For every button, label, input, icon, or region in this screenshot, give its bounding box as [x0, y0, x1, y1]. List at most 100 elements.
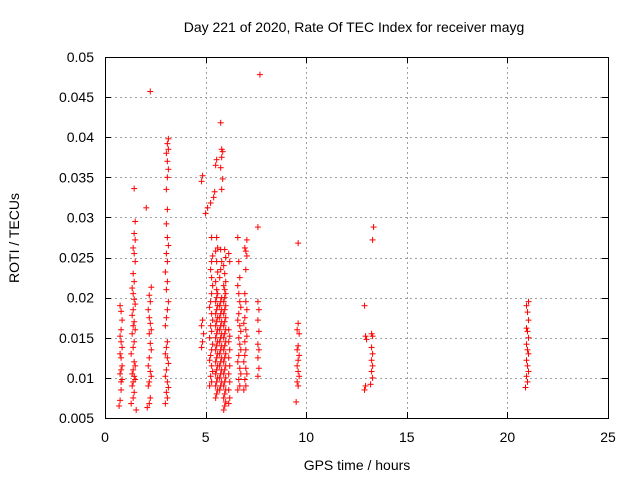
data-point — [222, 290, 229, 297]
data-point — [216, 314, 223, 321]
data-point — [199, 317, 206, 324]
data-point — [222, 302, 229, 309]
data-point — [368, 344, 375, 351]
data-point — [117, 302, 124, 309]
data-point — [163, 286, 170, 293]
data-point — [145, 382, 152, 389]
data-point — [214, 268, 221, 275]
data-point — [212, 394, 219, 401]
data-point — [208, 258, 215, 265]
data-point — [163, 314, 170, 321]
grid — [105, 57, 608, 418]
data-point — [213, 294, 220, 301]
data-point — [226, 346, 233, 353]
data-point — [147, 298, 154, 305]
data-point — [362, 333, 369, 340]
data-point — [146, 330, 153, 337]
data-point — [255, 306, 262, 313]
data-point — [164, 354, 171, 361]
data-point — [236, 298, 243, 305]
data-point — [240, 358, 247, 365]
data-point — [295, 357, 302, 364]
data-point — [217, 164, 224, 171]
data-point — [117, 350, 124, 357]
data-point — [242, 326, 249, 333]
data-point — [218, 154, 225, 161]
data-point — [131, 338, 138, 345]
data-point — [132, 218, 139, 225]
data-point — [220, 358, 227, 365]
data-point — [213, 342, 220, 349]
data-point — [254, 224, 261, 231]
data-point — [129, 330, 136, 337]
data-point — [213, 258, 220, 265]
data-point — [243, 306, 250, 313]
data-point — [220, 282, 227, 289]
data-point — [132, 301, 139, 308]
data-point — [212, 162, 219, 169]
data-point — [213, 156, 220, 163]
data-point — [225, 370, 232, 377]
data-point — [118, 338, 125, 345]
data-point — [295, 342, 302, 349]
y-tick-label: 0.045 — [59, 89, 94, 105]
data-point — [221, 270, 228, 277]
data-point — [200, 330, 207, 337]
y-tick-label: 0.025 — [59, 250, 94, 266]
data-point — [130, 244, 137, 251]
data-point — [165, 242, 172, 249]
data-point — [208, 290, 215, 297]
x-axis-label: GPS time / hours — [304, 457, 411, 473]
data-point — [241, 352, 248, 359]
data-point — [523, 341, 530, 348]
data-point — [214, 244, 221, 251]
data-point — [119, 376, 126, 383]
data-point — [213, 306, 220, 313]
data-point — [213, 354, 220, 361]
data-point — [235, 310, 242, 317]
data-point — [213, 330, 220, 337]
data-point — [525, 317, 532, 324]
data-point — [129, 370, 136, 377]
data-point — [242, 248, 249, 255]
data-point — [146, 314, 153, 321]
data-point — [226, 362, 233, 369]
data-point — [296, 352, 303, 359]
data-point — [163, 150, 170, 157]
data-point — [145, 306, 152, 313]
data-point — [236, 274, 243, 281]
data-point — [164, 158, 171, 165]
data-point — [131, 250, 138, 257]
data-point — [216, 302, 223, 309]
data-point — [217, 119, 224, 126]
data-point — [209, 317, 216, 324]
x-tick-label: 0 — [101, 429, 109, 445]
data-point — [242, 346, 249, 353]
data-point — [225, 354, 232, 361]
data-point — [147, 88, 154, 95]
data-point — [213, 234, 220, 241]
data-point — [295, 382, 302, 389]
data-point — [148, 326, 155, 333]
data-point — [165, 146, 172, 153]
y-tick-label: 0.01 — [67, 370, 94, 386]
data-point — [212, 298, 219, 305]
data-point — [234, 317, 241, 324]
data-point — [524, 309, 531, 316]
data-point — [522, 384, 529, 391]
data-point — [218, 258, 225, 265]
data-point — [212, 370, 219, 377]
y-tick-label: 0.035 — [59, 169, 94, 185]
data-point — [220, 262, 227, 269]
data-point — [148, 373, 155, 380]
data-point — [130, 290, 137, 297]
data-point — [207, 200, 214, 207]
data-point — [129, 312, 136, 319]
data-point — [235, 290, 242, 297]
data-point — [242, 298, 249, 305]
data-point — [130, 366, 137, 373]
data-point — [241, 376, 248, 383]
data-point — [165, 135, 172, 142]
data-point — [132, 362, 139, 369]
data-point — [163, 366, 170, 373]
